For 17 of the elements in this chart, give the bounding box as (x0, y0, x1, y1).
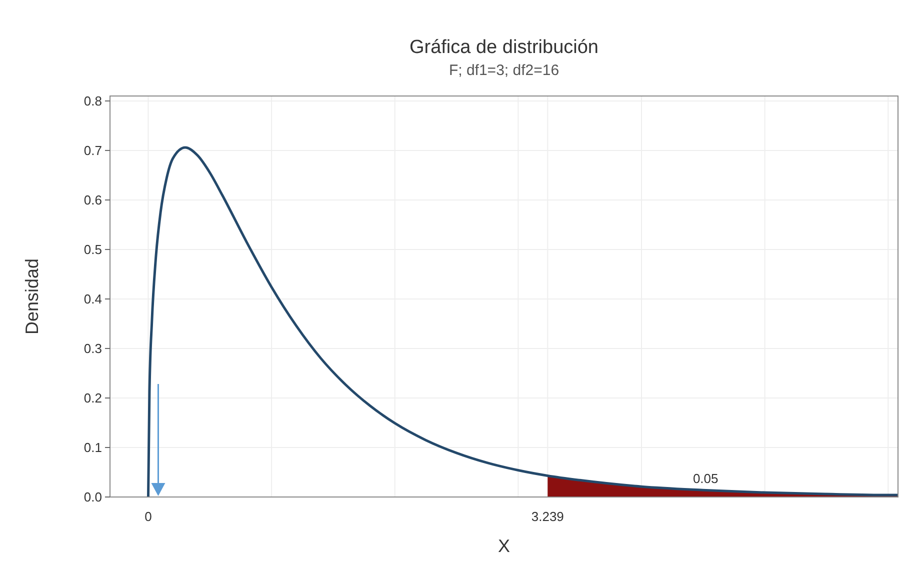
y-tick-label: 0.8 (84, 94, 102, 108)
chart-title: Gráfica de distribución (409, 37, 599, 58)
y-tick-label: 0.7 (84, 143, 102, 158)
y-tick-label: 0.6 (84, 192, 102, 208)
line-series (146, 146, 900, 498)
y-tick-label: 0.2 (84, 390, 102, 406)
y-tick-label: 0.0 (84, 490, 102, 505)
x-tick-label: 0 (144, 509, 152, 524)
annotation: 0.05 (692, 471, 718, 486)
y-tick-label: 0.5 (84, 242, 102, 258)
y-tick-label: 0.4 (84, 292, 102, 307)
y-axis-title: Densidad (22, 258, 42, 335)
y-tick-label: 0.3 (84, 341, 102, 356)
x-axis-title: X (498, 536, 510, 556)
x-tick-label: 3.239 (531, 509, 564, 524)
chart-subtitle: F; df1=3; df2=16 (448, 62, 560, 79)
y-tick-label: 0.1 (84, 440, 102, 456)
